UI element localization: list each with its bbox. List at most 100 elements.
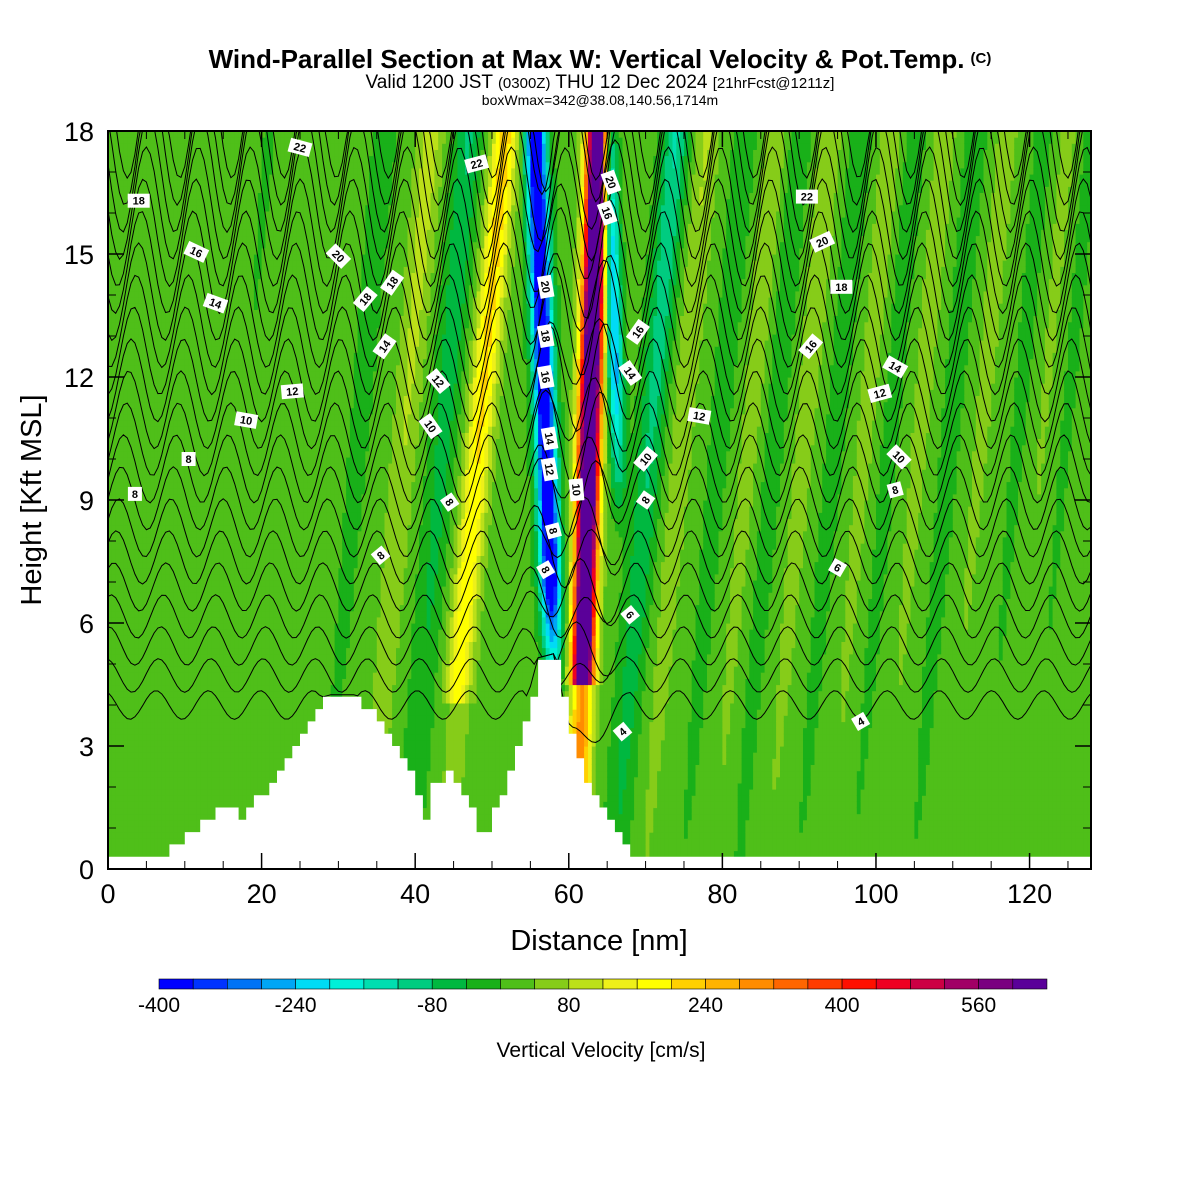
velocity-cell bbox=[154, 678, 158, 685]
velocity-cell bbox=[116, 820, 120, 827]
velocity-cell bbox=[216, 537, 220, 544]
velocity-cell bbox=[189, 598, 193, 605]
velocity-cell bbox=[239, 445, 243, 452]
velocity-cell bbox=[196, 272, 200, 279]
velocity-cell bbox=[139, 592, 143, 599]
velocity-cell bbox=[162, 721, 166, 728]
velocity-cell bbox=[239, 254, 243, 261]
velocity-cell bbox=[262, 346, 266, 353]
velocity-cell bbox=[223, 525, 227, 532]
velocity-cell bbox=[185, 285, 189, 292]
velocity-cell bbox=[242, 555, 246, 562]
velocity-cell bbox=[239, 359, 243, 366]
velocity-cell bbox=[146, 291, 150, 298]
velocity-cell bbox=[223, 752, 227, 759]
velocity-cell bbox=[112, 820, 116, 827]
velocity-cell bbox=[120, 715, 124, 722]
velocity-cell bbox=[242, 340, 246, 347]
velocity-cell bbox=[265, 525, 269, 532]
velocity-cell bbox=[150, 174, 154, 181]
velocity-cell bbox=[223, 205, 227, 212]
velocity-cell bbox=[265, 678, 269, 685]
velocity-cell bbox=[154, 377, 158, 384]
velocity-cell bbox=[166, 771, 170, 778]
velocity-cell bbox=[212, 678, 216, 685]
velocity-cell bbox=[219, 512, 223, 519]
velocity-cell bbox=[216, 340, 220, 347]
velocity-cell bbox=[162, 648, 166, 655]
velocity-cell bbox=[112, 851, 116, 858]
velocity-cell bbox=[127, 500, 131, 507]
velocity-cell bbox=[189, 334, 193, 341]
velocity-cell bbox=[196, 605, 200, 612]
velocity-cell bbox=[189, 500, 193, 507]
velocity-cell bbox=[246, 316, 250, 323]
velocity-cell bbox=[250, 531, 254, 538]
velocity-cell bbox=[204, 236, 208, 243]
velocity-cell bbox=[112, 838, 116, 845]
velocity-cell bbox=[223, 758, 227, 765]
velocity-cell bbox=[258, 568, 262, 575]
velocity-cell bbox=[208, 426, 212, 433]
velocity-cell bbox=[123, 629, 127, 636]
velocity-cell bbox=[127, 395, 131, 402]
velocity-cell bbox=[193, 801, 197, 808]
velocity-cell bbox=[250, 488, 254, 495]
velocity-cell bbox=[239, 789, 243, 796]
velocity-cell bbox=[250, 156, 254, 163]
velocity-cell bbox=[131, 359, 135, 366]
velocity-cell bbox=[181, 316, 185, 323]
velocity-cell bbox=[219, 685, 223, 692]
velocity-cell bbox=[146, 518, 150, 525]
velocity-cell bbox=[239, 555, 243, 562]
velocity-cell bbox=[139, 254, 143, 261]
velocity-cell bbox=[193, 765, 197, 772]
velocity-cell bbox=[204, 143, 208, 150]
velocity-cell bbox=[120, 260, 124, 267]
velocity-cell bbox=[227, 758, 231, 765]
velocity-cell bbox=[131, 395, 135, 402]
velocity-cell bbox=[166, 463, 170, 470]
velocity-cell bbox=[242, 611, 246, 618]
velocity-cell bbox=[227, 703, 231, 710]
velocity-cell bbox=[135, 672, 139, 679]
velocity-cell bbox=[239, 808, 243, 815]
velocity-cell bbox=[131, 592, 135, 599]
velocity-cell bbox=[123, 137, 127, 144]
velocity-cell bbox=[131, 617, 135, 624]
velocity-cell bbox=[235, 654, 239, 661]
velocity-cell bbox=[235, 439, 239, 446]
velocity-cell bbox=[150, 309, 154, 316]
velocity-cell bbox=[196, 758, 200, 765]
velocity-cell bbox=[246, 389, 250, 396]
velocity-cell bbox=[158, 752, 162, 759]
velocity-cell bbox=[127, 777, 131, 784]
velocity-cell bbox=[185, 525, 189, 532]
velocity-cell bbox=[185, 783, 189, 790]
velocity-cell bbox=[227, 777, 231, 784]
velocity-cell bbox=[166, 678, 170, 685]
velocity-cell bbox=[131, 322, 135, 329]
velocity-cell bbox=[131, 586, 135, 593]
velocity-cell bbox=[143, 359, 147, 366]
velocity-cell bbox=[131, 728, 135, 735]
velocity-cell bbox=[135, 223, 139, 230]
velocity-cell bbox=[177, 168, 181, 175]
velocity-cell bbox=[166, 795, 170, 802]
velocity-cell bbox=[193, 168, 197, 175]
velocity-cell bbox=[131, 672, 135, 679]
velocity-cell bbox=[181, 648, 185, 655]
velocity-cell bbox=[127, 635, 131, 642]
velocity-cell bbox=[143, 156, 147, 163]
velocity-cell bbox=[169, 426, 173, 433]
velocity-cell bbox=[250, 205, 254, 212]
velocity-cell bbox=[116, 826, 120, 833]
velocity-cell bbox=[242, 266, 246, 273]
velocity-cell bbox=[212, 242, 216, 249]
velocity-cell bbox=[169, 506, 173, 513]
velocity-cell bbox=[250, 635, 254, 642]
velocity-cell bbox=[146, 457, 150, 464]
velocity-cell bbox=[146, 297, 150, 304]
velocity-cell bbox=[169, 162, 173, 169]
velocity-cell bbox=[219, 605, 223, 612]
